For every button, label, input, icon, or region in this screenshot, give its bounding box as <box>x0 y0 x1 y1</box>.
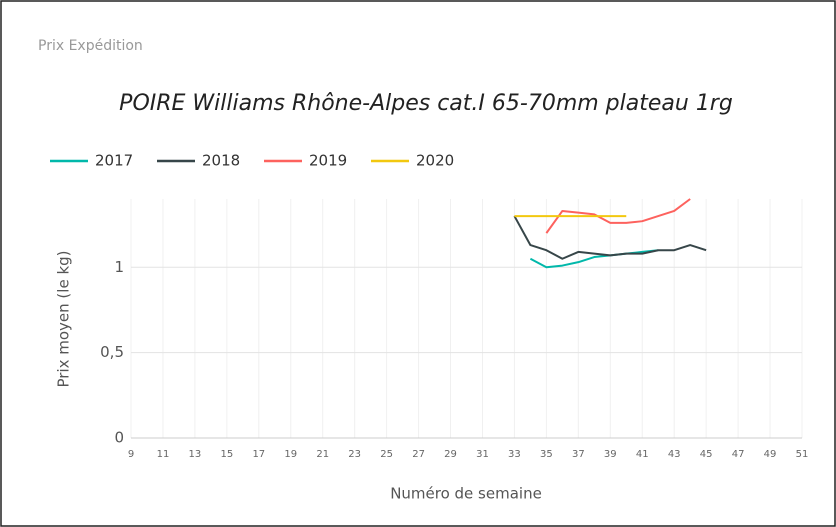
y-tick-label: 1 <box>114 258 124 276</box>
x-tick-label: 27 <box>412 449 425 460</box>
x-tick-label: 15 <box>220 449 233 460</box>
chart-title: POIRE Williams Rhône-Alpes cat.I 65-70mm… <box>119 91 733 116</box>
x-tick-label: 23 <box>348 449 361 460</box>
x-tick-label: 41 <box>636 449 649 460</box>
y-axis-label: Prix moyen (le kg) <box>55 250 73 387</box>
x-tick-label: 11 <box>157 449 170 460</box>
x-tick-label: 51 <box>796 449 809 460</box>
x-tick-label: 45 <box>700 449 713 460</box>
x-tick-label: 9 <box>128 449 134 460</box>
x-tick-label: 47 <box>732 449 745 460</box>
x-tick-label: 33 <box>508 449 521 460</box>
series-line <box>529 249 659 269</box>
x-tick-label: 43 <box>668 449 681 460</box>
x-tick-label: 49 <box>764 449 777 460</box>
legend-label: 2019 <box>309 152 347 170</box>
series-line <box>513 215 707 260</box>
y-tick-label: 0,5 <box>100 343 124 361</box>
x-tick-label: 25 <box>380 449 393 460</box>
x-tick-label: 31 <box>476 449 489 460</box>
x-tick-label: 39 <box>604 449 617 460</box>
x-tick-label: 29 <box>444 449 457 460</box>
legend-label: 2017 <box>95 152 133 170</box>
x-axis-label: Numéro de semaine <box>390 485 542 503</box>
series-line <box>545 198 691 234</box>
legend-label: 2020 <box>416 152 454 170</box>
x-tick-label: 35 <box>540 449 553 460</box>
x-tick-label: 37 <box>572 449 585 460</box>
x-tick-label: 13 <box>189 449 202 460</box>
legend-label: 2018 <box>202 152 240 170</box>
x-tick-label: 17 <box>252 449 265 460</box>
x-tick-label: 21 <box>316 449 329 460</box>
header: Prix Expédition <box>38 38 143 54</box>
y-tick-label: 0 <box>114 429 124 447</box>
x-tick-label: 19 <box>284 449 297 460</box>
